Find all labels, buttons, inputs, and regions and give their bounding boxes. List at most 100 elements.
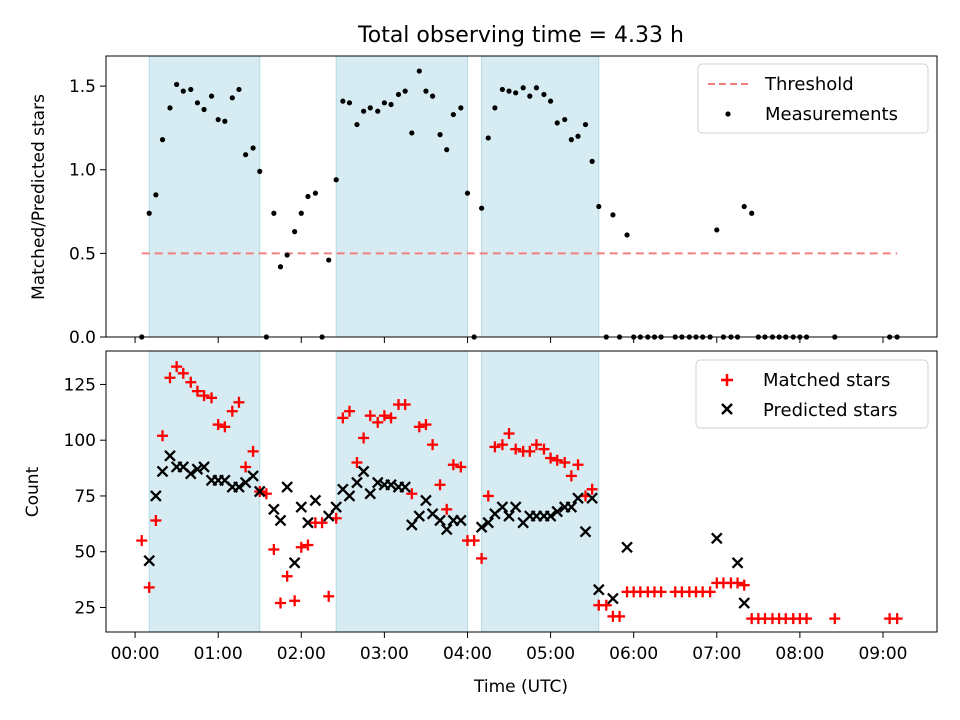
- predicted-star-point: [434, 514, 446, 527]
- matched-star-point: [185, 376, 197, 388]
- measurement-point: [479, 205, 485, 211]
- predicted-star-point: [274, 514, 287, 527]
- measurement-point: [582, 121, 589, 128]
- measurement-point: [153, 192, 159, 198]
- matched-star-point: [891, 613, 903, 625]
- predicted-star-point: [288, 557, 301, 569]
- measurement-point: [201, 106, 207, 113]
- matched-star-point: [247, 445, 259, 457]
- predicted-star-point: [198, 461, 210, 473]
- matched-star-point: [171, 361, 183, 373]
- bottom-y-tick-label: 125: [64, 375, 96, 395]
- matched-star-point: [143, 581, 155, 593]
- measurement-point: [284, 252, 290, 258]
- top-y-tick-label: 0.0: [69, 328, 96, 348]
- legend-predicted-label: Predicted stars: [763, 400, 897, 421]
- measurement-point: [533, 85, 540, 91]
- matched-star-point: [378, 410, 390, 422]
- predicted-star-point: [565, 501, 578, 513]
- measurement-point: [520, 85, 526, 91]
- matched-star-point: [240, 461, 252, 473]
- measurement-point: [554, 120, 560, 126]
- predicted-star-point: [357, 465, 370, 478]
- matched-star-point: [441, 503, 453, 515]
- matched-star-point: [177, 367, 189, 379]
- measurement-point: [547, 98, 554, 104]
- bottom-x-axis: 00:00 01:00 02:00 03:00 04:00 05:00 06:00 07:00…: [111, 632, 907, 664]
- predicted-star-point: [343, 490, 356, 502]
- matched-star-point: [586, 483, 598, 495]
- measurement-point: [450, 111, 456, 118]
- matched-star-point: [530, 439, 542, 451]
- predicted-star-point: [496, 501, 509, 513]
- measurement-point: [568, 137, 574, 143]
- measurement-point: [464, 190, 471, 196]
- matched-star-point: [468, 535, 480, 547]
- measurement-point: [271, 210, 277, 216]
- legend-matched-swatch: [721, 374, 733, 386]
- predicted-star-point: [586, 492, 598, 505]
- matched-star-point: [268, 543, 280, 555]
- matched-star-point: [732, 577, 744, 589]
- predicted-star-point: [607, 592, 619, 605]
- top-shaded-interval-1: [335, 55, 468, 338]
- matched-star-point: [482, 490, 494, 502]
- measurement-point: [395, 91, 402, 98]
- predicted-star-point: [399, 481, 411, 493]
- predicted-star-point: [738, 597, 751, 609]
- legend-matched-label: Matched stars: [763, 370, 890, 391]
- top-y-tick-label: 1.5: [69, 77, 96, 97]
- x-tick-label: 06:00: [609, 644, 658, 664]
- measurement-point: [485, 135, 491, 141]
- matched-star-point: [226, 405, 238, 417]
- matched-star-point: [233, 396, 245, 408]
- measurement-point: [215, 116, 221, 123]
- predicted-star-point: [247, 470, 259, 482]
- legend-measurements-label: Measurements: [765, 104, 898, 125]
- predicted-star-point: [184, 467, 197, 480]
- matched-star-point: [275, 597, 287, 609]
- matched-star-point: [614, 610, 626, 622]
- measurement-point: [610, 212, 616, 218]
- matched-star-point: [572, 459, 584, 471]
- matched-star-point: [510, 443, 522, 455]
- x-tick-label: 02:00: [277, 644, 326, 664]
- matched-star-point: [281, 570, 293, 582]
- measurement-point: [180, 88, 186, 94]
- matched-star-point: [545, 452, 557, 464]
- matched-star-point: [655, 586, 667, 598]
- measurement-point: [437, 132, 443, 138]
- predicted-star-point: [710, 532, 723, 545]
- predicted-star-point: [268, 503, 280, 516]
- matched-star-point: [406, 488, 418, 500]
- bottom-legend-box: [695, 359, 929, 429]
- measurement-point: [312, 190, 319, 196]
- matched-star-point: [476, 552, 488, 564]
- predicted-star-point: [621, 541, 633, 554]
- matched-star-point: [489, 441, 501, 453]
- measurement-point: [354, 121, 360, 128]
- top-axes-frame: [105, 55, 938, 338]
- measurement-point: [159, 137, 166, 143]
- predicted-star-point: [253, 485, 266, 498]
- predicted-star-point: [475, 521, 488, 533]
- matched-star-point: [385, 412, 397, 424]
- measurement-point: [375, 108, 381, 114]
- matched-star-point: [503, 428, 515, 440]
- measurement-point: [506, 88, 512, 94]
- predicted-star-point: [509, 501, 522, 513]
- measurement-point: [346, 100, 353, 106]
- measurement-point: [527, 93, 533, 99]
- measurement-point: [714, 227, 720, 233]
- x-tick-label: 00:00: [111, 644, 160, 664]
- predicted-star-point: [731, 557, 744, 569]
- measurement-point: [741, 203, 747, 210]
- predicted-star-point: [572, 492, 584, 505]
- matched-star-point: [219, 421, 231, 433]
- predicted-star-point: [150, 490, 162, 502]
- predicted-star-point: [503, 510, 515, 522]
- matched-star-point: [358, 432, 370, 444]
- measurement-point: [229, 95, 235, 101]
- matched-star-point: [455, 461, 467, 473]
